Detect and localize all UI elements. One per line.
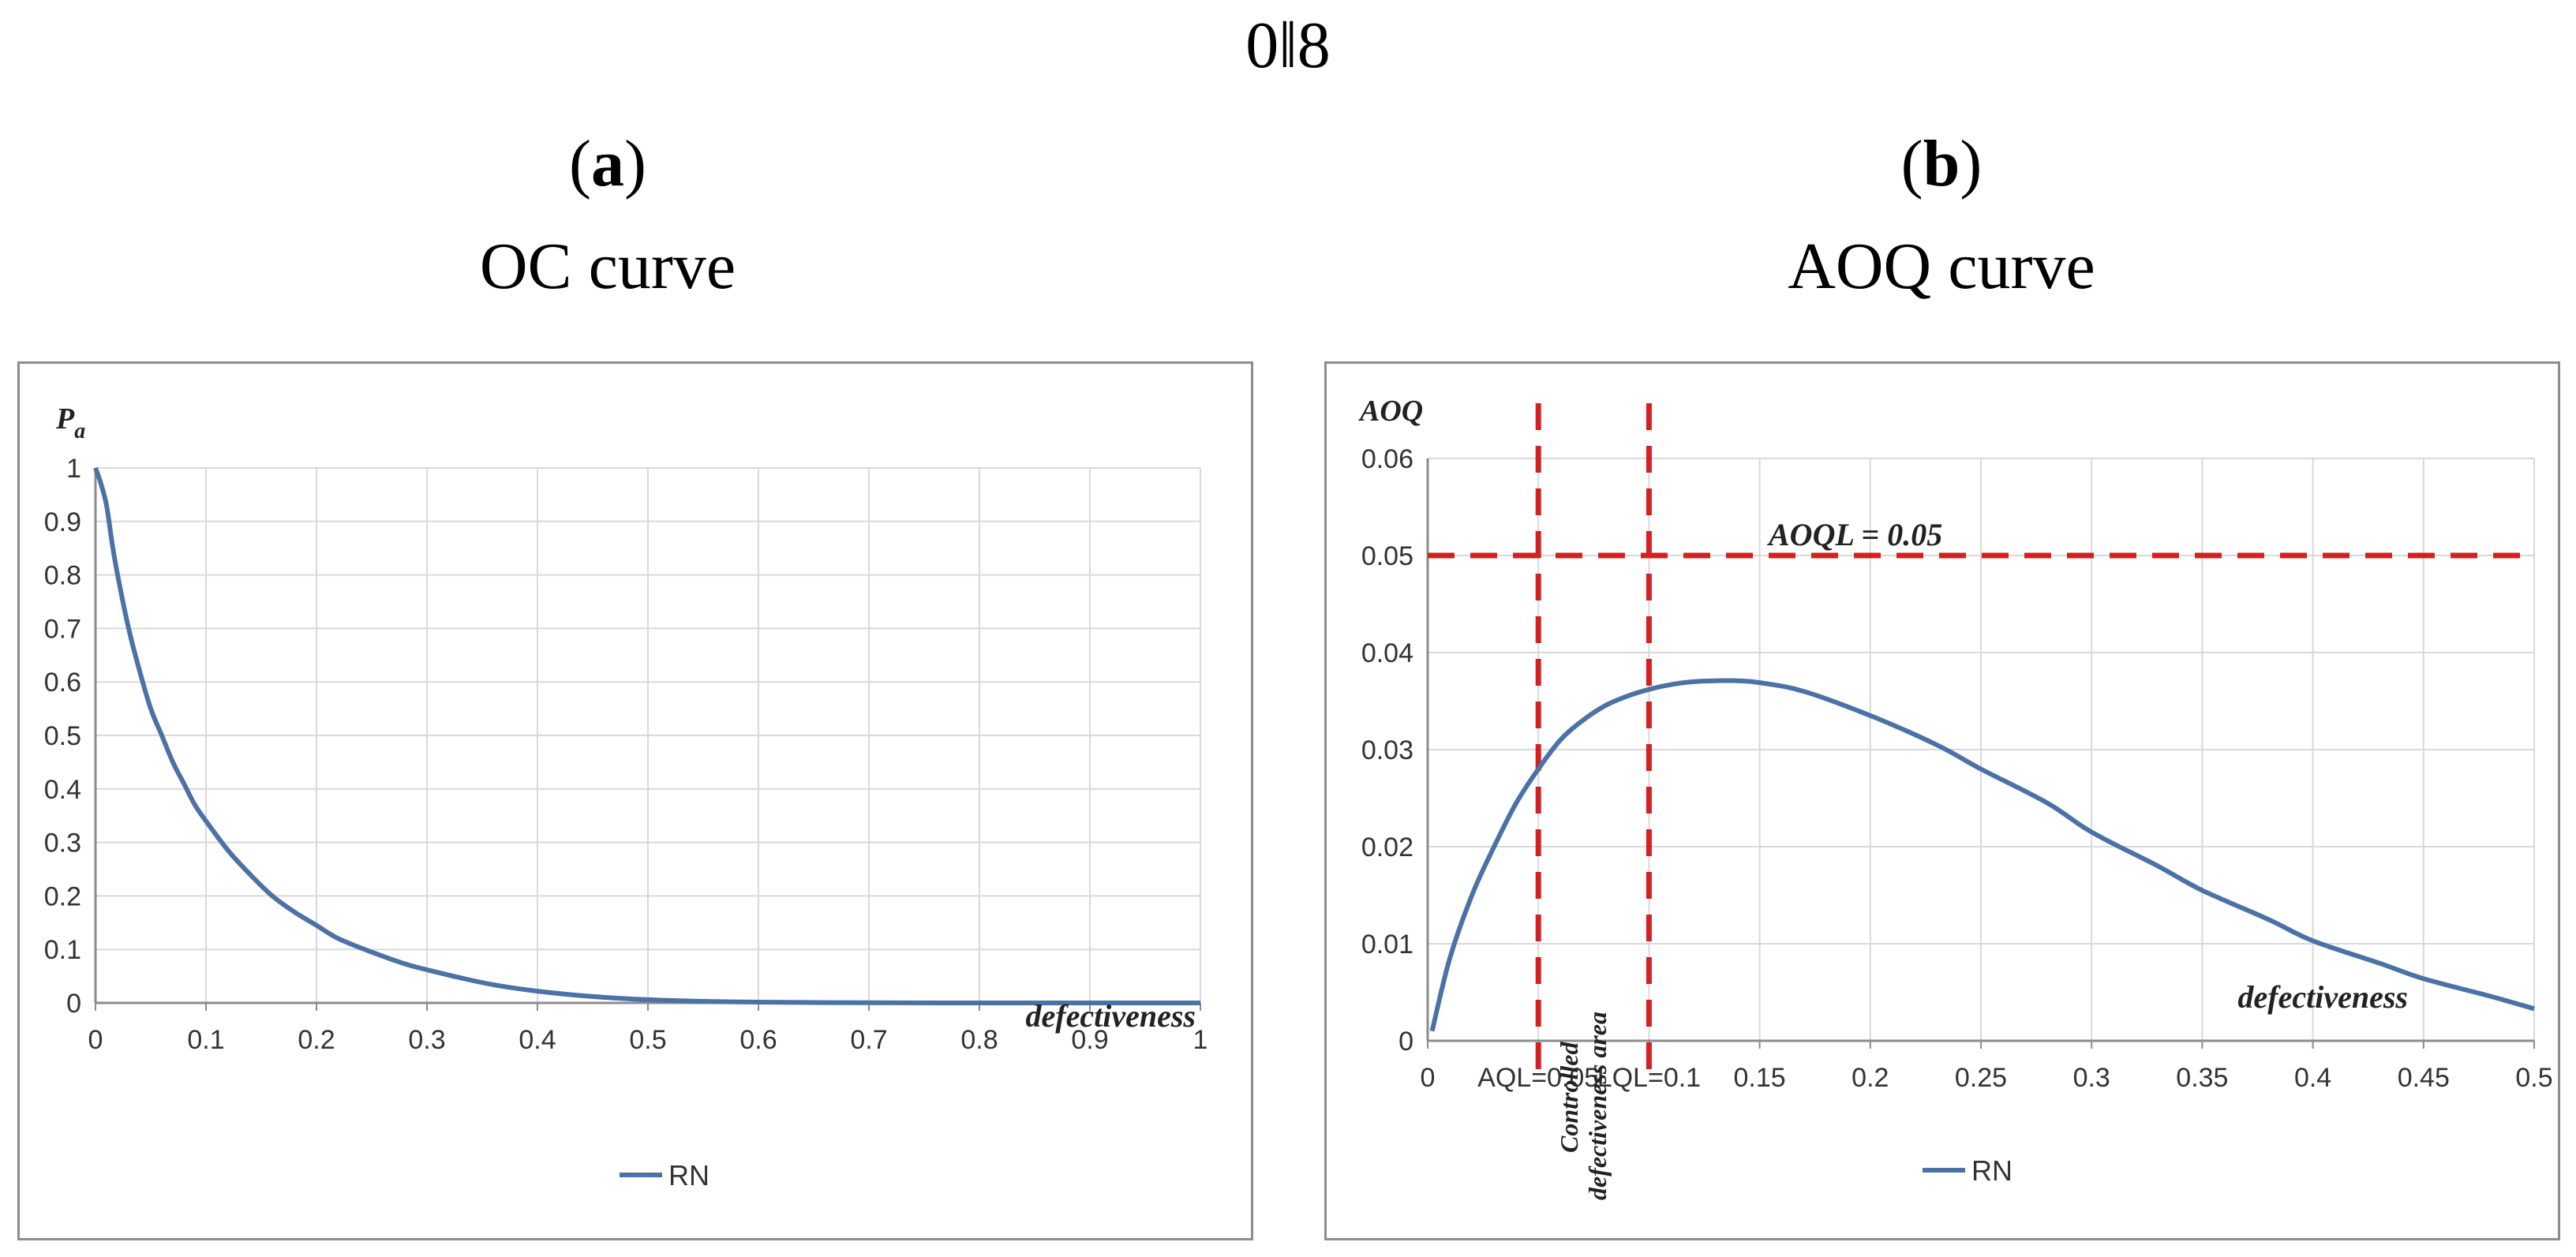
x-tick-label: 0.9 xyxy=(1071,1025,1108,1055)
aoq-y-ticks: 0 0.01 0.02 0.03 0.04 0.05 0.06 xyxy=(1361,444,1413,1057)
panel-a-paren-close: ) xyxy=(624,127,646,200)
panel-b-title: AOQ curve xyxy=(1788,230,2095,303)
panel-a-letter: a xyxy=(591,127,624,200)
aoq-legend-label: RN xyxy=(1971,1154,2012,1187)
panel-a-label: (a) xyxy=(292,131,923,197)
oc-gridlines xyxy=(95,467,1201,1003)
oc-chart-frame: 0 0.1 0.2 0.3 0.4 0.5 0.6 0.7 0.8 0.9 1 0 0.1 0.2 0.3… xyxy=(17,361,1253,1240)
panel-b-paren-close: ) xyxy=(1960,127,1983,200)
x-tick-label: 0.1 xyxy=(187,1025,224,1055)
aoq-controlled-area-annotation: Controlled defectiveness area xyxy=(1555,1012,1612,1200)
oc-x-ticks: 0 0.1 0.2 0.3 0.4 0.5 0.6 0.7 0.8 0.9 1 xyxy=(88,1025,1208,1055)
y-tick-label: 0 xyxy=(66,989,81,1019)
y-tick-label: 0.3 xyxy=(44,829,81,859)
x-tick-label: 0.6 xyxy=(739,1025,777,1055)
x-tick-label: 0.15 xyxy=(1734,1063,1786,1093)
y-tick-label: 0.05 xyxy=(1361,541,1413,571)
oc-chart: 0 0.1 0.2 0.3 0.4 0.5 0.6 0.7 0.8 0.9 1 0 0.1 0.2 0.3… xyxy=(44,402,1208,1192)
oc-series-line-rn xyxy=(93,466,1200,1005)
figure-top-title: 0‖8 xyxy=(1245,9,1331,82)
x-tick-label: 0.2 xyxy=(1852,1063,1889,1093)
aoq-x-axis-label: defectiveness xyxy=(2238,979,2408,1015)
x-tick-label: 0.3 xyxy=(2073,1063,2110,1093)
x-tick-label: 0.5 xyxy=(629,1025,666,1055)
x-tick-label: 0.4 xyxy=(519,1025,556,1055)
aoq-controlled-line1: Controlled xyxy=(1555,1042,1583,1153)
aoq-legend: RN xyxy=(1923,1154,2012,1187)
y-tick-label: 0.2 xyxy=(44,881,81,911)
y-tick-label: 0.06 xyxy=(1361,444,1413,474)
aoq-chart-frame: 0 0.01 0.02 0.03 0.04 0.05 0.06 0 AQL=0.05 LQL=0… xyxy=(1324,361,2560,1240)
oc-y-ticks: 0 0.1 0.2 0.3 0.4 0.5 0.6 0.7 0.8 0.9 1 xyxy=(44,454,81,1019)
aoq-controlled-line2: defectiveness area xyxy=(1583,1012,1612,1200)
y-tick-label: 0.8 xyxy=(44,561,81,591)
y-tick-label: 0.6 xyxy=(44,668,81,698)
y-tick-label: 0.1 xyxy=(44,935,81,965)
x-tick-label: 0 xyxy=(88,1025,103,1055)
panel-a-title: OC curve xyxy=(479,230,736,303)
panel-b-label: (b) xyxy=(1626,131,2257,197)
x-tick-label: 0.7 xyxy=(850,1025,887,1055)
x-tick-label: 0.3 xyxy=(408,1025,445,1055)
oc-y-axis-label: Pa xyxy=(55,402,85,443)
x-tick-label: 1 xyxy=(1193,1025,1208,1055)
x-tick-label: 0.35 xyxy=(2176,1063,2228,1093)
y-tick-label: 0.02 xyxy=(1361,832,1413,862)
x-tick-label: 0.8 xyxy=(960,1025,998,1055)
aoq-gridlines xyxy=(1428,458,2535,1041)
y-tick-label: 0.03 xyxy=(1361,735,1413,765)
aoq-aoql-annotation: AOQL = 0.05 xyxy=(1766,517,1942,552)
panel-b-paren-open: ( xyxy=(1900,127,1923,200)
aoq-chart: 00.010.020.030.040.050.06 0 AQL=0.05LQL=0… xyxy=(1358,395,2553,1200)
y-tick-label: 0.01 xyxy=(1361,930,1413,960)
y-tick-label: 0 xyxy=(1398,1027,1413,1057)
panel-b-letter: b xyxy=(1923,127,1960,200)
aoq-y-axis-label: AOQ xyxy=(1358,395,1423,428)
oc-legend: RN xyxy=(620,1159,710,1192)
oc-legend-label: RN xyxy=(668,1159,710,1192)
x-tick-label: 0.45 xyxy=(2398,1063,2450,1093)
y-tick-label: 0.04 xyxy=(1361,638,1413,668)
x-tick-label: 0.4 xyxy=(2294,1063,2331,1093)
aoq-series-line-rn xyxy=(1429,678,2535,1032)
x-tick-label: 0 xyxy=(1421,1063,1436,1093)
y-tick-label: 0.4 xyxy=(44,775,81,805)
oc-x-axis-label: defectiveness xyxy=(1026,998,1196,1034)
x-tick-label: 0.25 xyxy=(1955,1063,2007,1093)
panel-a-paren-open: ( xyxy=(569,127,591,200)
y-tick-label: 0.9 xyxy=(44,507,81,537)
x-tick-label: 0.5 xyxy=(2515,1063,2552,1093)
y-tick-label: 1 xyxy=(66,454,81,484)
x-tick-label: 0.2 xyxy=(298,1025,335,1055)
y-tick-label: 0.5 xyxy=(44,721,81,751)
y-tick-label: 0.7 xyxy=(44,614,81,644)
aoq-reference-lines xyxy=(1428,403,2534,1072)
